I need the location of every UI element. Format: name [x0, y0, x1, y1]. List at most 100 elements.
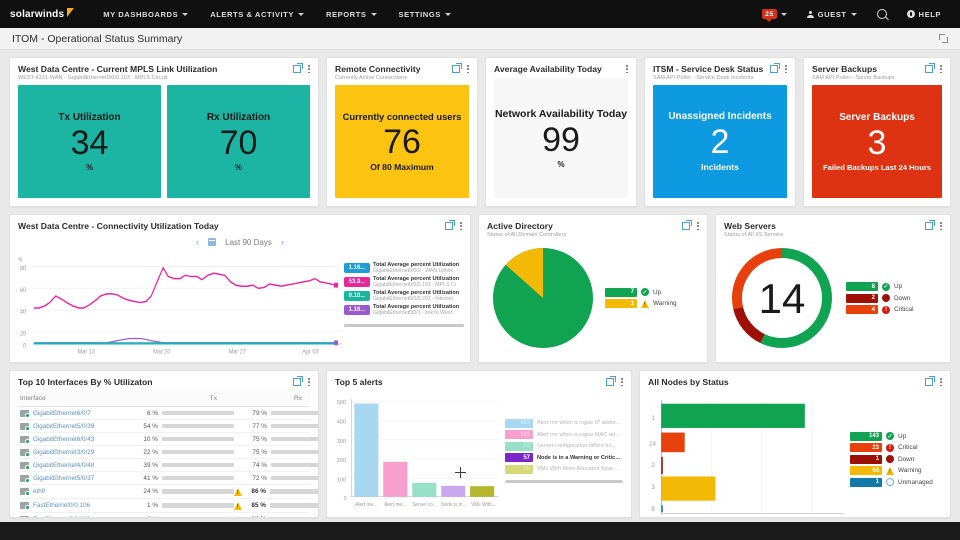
- svg-text:300: 300: [337, 439, 346, 445]
- column-header-interface[interactable]: Interface: [20, 395, 46, 402]
- warning-triangle-icon: [886, 466, 894, 475]
- interface-name[interactable]: GigabitEthernet5/0/37: [33, 474, 95, 482]
- web-servers-donut[interactable]: 14: [724, 243, 840, 353]
- card-title: ITSM - Service Desk Status: [653, 64, 764, 74]
- alerts-bar-chart[interactable]: 500 400 300 200 100 0: [335, 391, 501, 511]
- legend-item-up[interactable]: 8 ✓ Up: [846, 282, 914, 291]
- legend-item[interactable]: 53.9... Total Average percent Utilizatio…: [344, 276, 464, 288]
- more-options-icon[interactable]: [697, 222, 699, 231]
- user-menu[interactable]: GUEST: [798, 3, 866, 26]
- warning-triangle-icon: [234, 501, 242, 510]
- interface-name[interactable]: GigabitEthernet4/0/48: [33, 461, 95, 469]
- legend-item-down[interactable]: 2 Down: [846, 293, 914, 303]
- popout-icon[interactable]: [925, 63, 936, 74]
- legend-item[interactable]: 1.16... Total Average percent Utilizatio…: [344, 304, 464, 316]
- legend-item-critical[interactable]: 4 ! Critical: [846, 305, 914, 314]
- prev-period-button[interactable]: ‹: [196, 237, 200, 247]
- legend-scrollbar[interactable]: [344, 324, 464, 327]
- popout-icon[interactable]: [925, 220, 936, 231]
- legend-text: Total Average percent Utilization Gigabi…: [373, 304, 459, 316]
- calendar-icon: [208, 238, 217, 246]
- interface-name[interactable]: GigabitEthernet5/0/39: [33, 422, 95, 430]
- nav-item-reports[interactable]: REPORTS: [315, 3, 388, 26]
- nav-item-settings[interactable]: SETTINGS: [388, 3, 462, 26]
- expand-icon[interactable]: [939, 34, 948, 43]
- more-options-icon[interactable]: [621, 378, 623, 387]
- popout-icon[interactable]: [770, 63, 781, 74]
- legend-item[interactable]: 1.16... Total Average percent Utilizatio…: [344, 262, 464, 274]
- legend-item[interactable]: 72 Server configuration differs fro...: [505, 441, 623, 451]
- table-row[interactable]: GigabitEthernet4/0/48 39 % 74 %: [18, 459, 318, 472]
- interface-status-icon: [20, 409, 30, 418]
- interface-name[interactable]: GigabitEthernet6/0/43: [33, 435, 95, 443]
- legend-item[interactable]: 57 Node is in a Warning or Critical ...: [505, 453, 623, 463]
- table-row[interactable]: GigabitEthernet3/0/29 22 % 75 %: [18, 446, 318, 459]
- line-chart[interactable]: % 80 60 40 20 0: [16, 252, 344, 356]
- more-options-icon[interactable]: [940, 222, 942, 231]
- more-options-icon[interactable]: [308, 65, 310, 74]
- legend-scrollbar[interactable]: [505, 480, 623, 484]
- more-options-icon[interactable]: [785, 65, 787, 74]
- date-range-label[interactable]: Last 90 Days: [225, 237, 272, 247]
- popout-icon[interactable]: [925, 376, 936, 387]
- legend-value: 72: [505, 441, 533, 451]
- tx-bar: [162, 423, 234, 429]
- popout-icon[interactable]: [293, 63, 304, 74]
- nav-item-alerts-activity[interactable]: ALERTS & ACTIVITY: [199, 3, 315, 26]
- column-header-rx[interactable]: Rx: [293, 395, 302, 402]
- legend-item-warning[interactable]: 54 Warning: [850, 466, 942, 475]
- nodes-bar-chart[interactable]: 1 14 2 3 8: [648, 391, 846, 517]
- legend-item[interactable]: 181 Alert me when a rogue MAC add...: [505, 430, 623, 440]
- popout-icon[interactable]: [682, 220, 693, 231]
- more-options-icon[interactable]: [940, 65, 942, 74]
- legend-item-up[interactable]: 143 ✓ Up: [850, 431, 942, 441]
- column-header-tx[interactable]: Tx: [209, 395, 217, 402]
- unmanaged-circle-icon: [886, 478, 894, 487]
- svg-text:Alert me...: Alert me...: [355, 502, 377, 508]
- interface-name[interactable]: GigabitEthernet6/0/7: [33, 409, 91, 417]
- legend-item-critical[interactable]: 23 ! Critical: [850, 443, 942, 453]
- table-row[interactable]: FastEthernet0/0.106 1 % 85 %: [18, 499, 318, 513]
- popout-icon[interactable]: [452, 63, 463, 74]
- popout-icon[interactable]: [293, 376, 304, 387]
- popout-icon[interactable]: [445, 220, 456, 231]
- popout-icon[interactable]: [606, 376, 617, 387]
- more-options-icon[interactable]: [460, 222, 462, 231]
- legend-item-down[interactable]: 1 Down: [850, 454, 942, 464]
- interface-name[interactable]: GigabitEthernet3/0/29: [33, 448, 95, 456]
- legend-label: Critical: [898, 444, 918, 452]
- search-button[interactable]: [868, 2, 896, 26]
- cell-rx: 84 %: [234, 515, 318, 517]
- more-options-icon[interactable]: [467, 65, 469, 74]
- more-options-icon[interactable]: [940, 378, 942, 387]
- table-row[interactable]: GigabitEthernet6/0/43 10 % 75 %: [18, 433, 318, 446]
- svg-text:400: 400: [337, 419, 346, 425]
- interface-name[interactable]: FastEthernet0/0.106: [33, 502, 91, 509]
- rx-bar: [271, 410, 318, 416]
- alerts-indicator[interactable]: 25: [753, 2, 795, 26]
- legend-item-unmanaged[interactable]: 1 Unmanaged: [850, 477, 942, 487]
- legend-item-up[interactable]: 7 ✓ Up: [605, 287, 677, 297]
- legend-item[interactable]: 0.10... Total Average percent Utilizatio…: [344, 290, 464, 302]
- solarwinds-logo[interactable]: solarwinds: [10, 7, 75, 20]
- svg-text:Mar 13: Mar 13: [78, 348, 96, 356]
- more-options-icon[interactable]: [626, 65, 628, 74]
- active-directory-pie[interactable]: [487, 244, 599, 352]
- more-options-icon[interactable]: [308, 378, 310, 387]
- card-titles: Average Availability Today: [494, 64, 602, 74]
- legend-item[interactable]: 483 Alert me when a rogue IP addre...: [505, 418, 623, 428]
- next-period-button[interactable]: ›: [280, 237, 284, 247]
- interface-name[interactable]: FastEthernet0/0.103: [33, 516, 90, 517]
- table-row[interactable]: GigabitEthernet6/0/7 6 % 79 %: [18, 407, 318, 420]
- help-menu[interactable]: HELP: [898, 3, 950, 26]
- table-row[interactable]: FastEthernet0/0.103 3 % 84 %: [18, 513, 310, 517]
- interface-name[interactable]: eth0: [33, 488, 46, 495]
- table-row[interactable]: GigabitEthernet5/0/37 41 % 72 %: [18, 472, 318, 485]
- legend-item[interactable]: 55 VMs With More Allocated Space ...: [505, 464, 623, 474]
- card-subtitle: SAM API Poller - Service Desk Incidents: [653, 75, 754, 81]
- nav-item-my-dashboards[interactable]: MY DASHBOARDS: [92, 3, 199, 26]
- legend-item-warning[interactable]: 1 Warning: [605, 299, 677, 308]
- table-row[interactable]: GigabitEthernet5/0/39 54 % 77 %: [18, 420, 318, 433]
- table-row[interactable]: eth0 24 % 86 %: [18, 485, 318, 499]
